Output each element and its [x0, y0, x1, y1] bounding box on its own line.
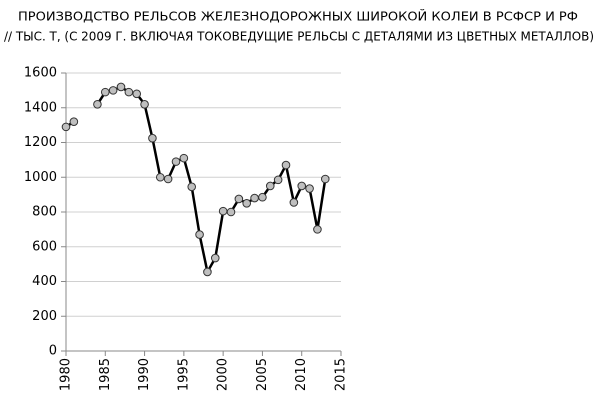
x-tick-label: 2015	[334, 358, 349, 391]
x-tick-label: 1980	[59, 358, 74, 391]
marker	[242, 199, 252, 208]
marker	[116, 82, 126, 92]
y-tick-label: 1200	[24, 135, 57, 150]
y-tick-label: 200	[32, 309, 57, 324]
x-tick-label: 1995	[176, 358, 191, 391]
y-tick-label: 1400	[24, 100, 57, 115]
chart-title: ПРОИЗВОДСТВО РЕЛЬСОВ ЖЕЛЕЗНОДОРОЖНЫХ ШИР…	[18, 9, 578, 24]
marker	[234, 194, 244, 204]
marker	[289, 198, 299, 207]
marker	[179, 153, 189, 163]
y-tick-label: 1600	[24, 66, 57, 81]
marker	[218, 206, 228, 216]
y-tick-label: 600	[32, 239, 57, 254]
marker	[258, 192, 267, 202]
y-tick-label: 400	[32, 274, 57, 289]
marker	[273, 175, 283, 185]
marker	[281, 160, 291, 170]
marker	[171, 157, 181, 166]
marker	[320, 174, 330, 184]
marker	[132, 89, 142, 99]
x-tick-label: 2000	[216, 358, 231, 391]
x-tick-label: 1985	[98, 358, 113, 391]
marker	[140, 99, 149, 109]
marker	[297, 181, 307, 191]
marker	[124, 87, 134, 97]
marker	[100, 87, 110, 97]
marker	[163, 174, 173, 184]
marker	[187, 182, 197, 192]
marker	[226, 207, 236, 217]
marker	[155, 172, 165, 182]
chart-subtitle: // ТЫС. Т, (С 2009 Г. ВКЛЮЧАЯ ТОКОВЕДУЩИ…	[4, 29, 594, 44]
marker	[148, 133, 157, 143]
marker	[313, 225, 322, 234]
marker	[210, 253, 220, 263]
marker	[203, 267, 212, 277]
marker	[108, 86, 118, 95]
marker	[69, 117, 79, 126]
x-tick-label: 2010	[294, 358, 309, 391]
x-tick-label: 2005	[255, 358, 270, 391]
marker	[265, 181, 275, 191]
y-tick-label: 800	[32, 205, 57, 220]
marker	[93, 99, 102, 109]
marker	[250, 193, 259, 203]
y-tick-label: 1000	[24, 170, 57, 185]
marker	[195, 230, 204, 239]
marker	[305, 184, 314, 193]
y-tick-label: 0	[49, 344, 57, 359]
marker	[61, 122, 71, 132]
x-tick-label: 1990	[137, 358, 152, 391]
line	[65, 85, 327, 274]
